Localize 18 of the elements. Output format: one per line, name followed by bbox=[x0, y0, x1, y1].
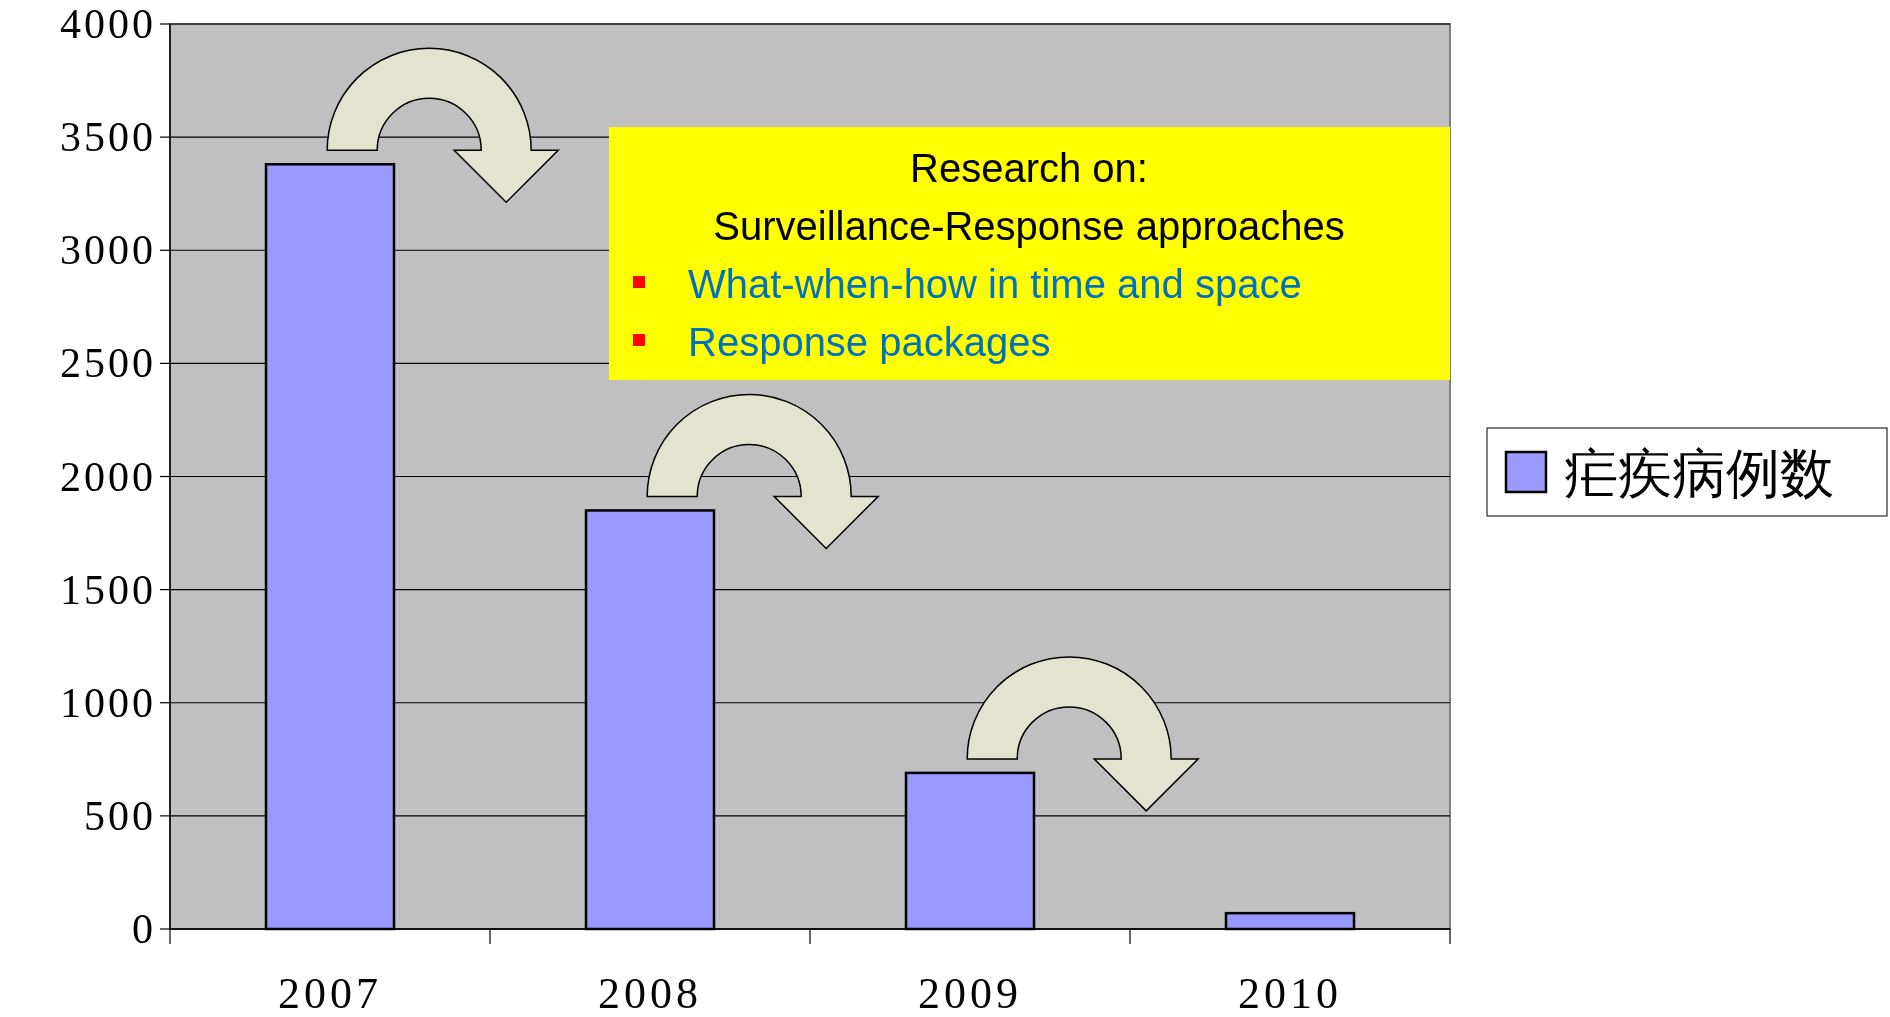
x-tick-label: 2009 bbox=[918, 969, 1022, 1017]
annotation: Surveillance-Response approaches bbox=[713, 204, 1345, 248]
y-tick-label: 3000 bbox=[60, 227, 156, 274]
annotation: What-when-how in time and space bbox=[688, 262, 1302, 306]
y-tick-label: 2000 bbox=[60, 453, 156, 500]
y-tick-label: 1500 bbox=[60, 566, 156, 613]
y-tick-label: 1000 bbox=[60, 679, 156, 726]
x-tick-label: 2008 bbox=[598, 969, 702, 1017]
y-tick-label: 500 bbox=[84, 792, 156, 839]
y-tick-label: 3500 bbox=[60, 114, 156, 161]
annotation: Response packages bbox=[688, 320, 1051, 364]
y-tick-label: 0 bbox=[132, 906, 156, 952]
y-tick-label: 4000 bbox=[60, 1, 156, 47]
annotation: Research on: bbox=[910, 146, 1148, 190]
x-tick-label: 2007 bbox=[278, 969, 382, 1017]
x-tick-label: 2010 bbox=[1238, 969, 1342, 1017]
legend-label: 疟疾病例数 bbox=[1564, 444, 1834, 504]
y-tick-label: 2500 bbox=[60, 340, 156, 387]
